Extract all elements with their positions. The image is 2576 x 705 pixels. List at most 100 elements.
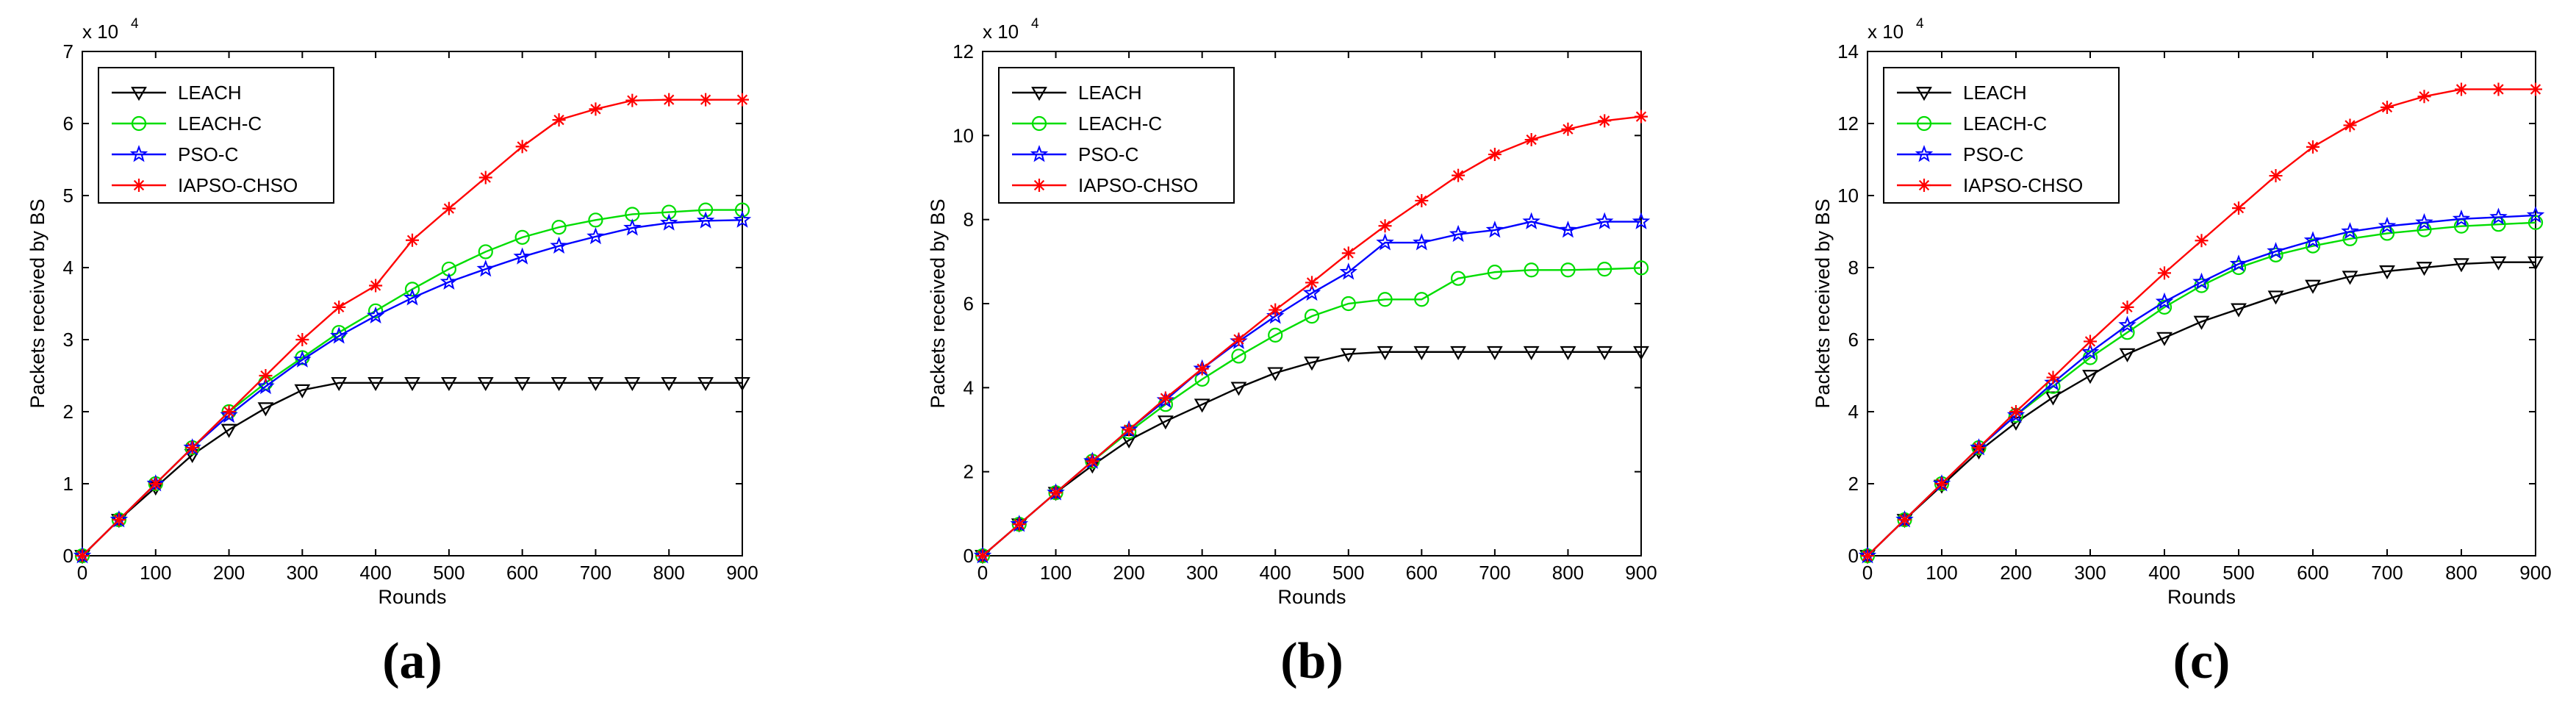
legend-label: LEACH xyxy=(178,82,242,104)
data-point-marker xyxy=(662,93,676,107)
y-tick-label: 2 xyxy=(964,461,974,483)
data-point-marker xyxy=(2378,216,2397,235)
data-point-marker xyxy=(404,282,420,297)
data-point-marker xyxy=(1452,168,1465,182)
data-point-marker xyxy=(1559,221,1577,238)
data-point-marker xyxy=(76,549,89,562)
data-point-marker xyxy=(294,384,311,398)
legend-swatch-marker xyxy=(1916,87,1932,101)
data-point-marker xyxy=(185,441,199,454)
data-point-marker xyxy=(1898,513,1912,526)
legend-swatch-marker xyxy=(1031,87,1047,101)
legend-label: IAPSO-CHSO xyxy=(178,174,298,196)
data-point-marker xyxy=(404,376,420,392)
data-point-marker xyxy=(1524,262,1539,278)
x-tick-label: 900 xyxy=(2519,562,2551,584)
y-tick-label: 2 xyxy=(1848,473,1859,495)
x-tick-label: 400 xyxy=(1260,562,1291,584)
data-point-marker xyxy=(1012,518,1026,532)
data-point-marker xyxy=(1378,219,1392,233)
series-line xyxy=(982,267,1642,557)
legend: LEACH LEACH-C PSO-C IAPSO-CHSO xyxy=(98,67,334,204)
data-point-marker xyxy=(976,549,989,562)
y-tick-label: 3 xyxy=(63,329,73,351)
data-point-marker xyxy=(1194,398,1210,413)
data-point-marker xyxy=(366,306,385,324)
y-tick-label: 6 xyxy=(1848,329,1859,351)
data-point-marker xyxy=(2155,292,2174,309)
y-tick-label: 1 xyxy=(63,473,73,495)
data-point-marker xyxy=(2006,406,2026,423)
data-point-marker xyxy=(1157,415,1174,430)
legend-label: LEACH-C xyxy=(178,112,262,135)
data-point-marker xyxy=(625,93,639,107)
data-point-marker xyxy=(623,218,642,236)
data-point-marker xyxy=(696,211,715,229)
data-point-marker xyxy=(2305,238,2321,254)
x-tick-label: 900 xyxy=(1625,562,1657,584)
y-tick-label: 10 xyxy=(952,124,974,146)
data-point-marker xyxy=(1339,262,1358,280)
data-point-marker xyxy=(1304,357,1320,371)
legend-label: LEACH xyxy=(1963,82,2027,104)
data-point-marker xyxy=(367,376,384,392)
data-point-marker xyxy=(1486,346,1503,360)
x-tick-label: 300 xyxy=(1186,562,1218,584)
data-point-marker xyxy=(661,204,677,220)
panel-label: (c) xyxy=(2173,633,2231,690)
x-tick-label: 0 xyxy=(977,562,988,584)
y-tick-label: 14 xyxy=(1837,40,1859,62)
series-pso-c xyxy=(973,212,1651,564)
x-tick-label: 600 xyxy=(1406,562,1438,584)
data-point-marker xyxy=(2082,370,2098,384)
y-tick-label: 7 xyxy=(63,40,73,62)
x-tick-label: 200 xyxy=(1113,562,1144,584)
y-axis-label: Packets received by BS xyxy=(927,198,949,408)
data-point-marker xyxy=(2306,140,2320,154)
legend-swatch-marker xyxy=(131,115,147,132)
x-tick-label: 300 xyxy=(2074,562,2106,584)
data-point-marker xyxy=(220,406,238,423)
data-point-marker xyxy=(476,260,495,277)
data-point-marker xyxy=(148,477,162,490)
data-point-marker xyxy=(331,376,348,392)
data-point-marker xyxy=(259,369,273,382)
legend-label: IAPSO-CHSO xyxy=(1963,174,2083,196)
legend: LEACH LEACH-C PSO-C IAPSO-CHSO xyxy=(1883,67,2120,204)
data-point-marker xyxy=(550,236,568,254)
data-point-marker xyxy=(514,376,531,392)
data-point-marker xyxy=(2267,290,2284,305)
data-point-marker xyxy=(1414,292,1429,307)
data-point-marker xyxy=(2343,118,2357,132)
data-point-marker xyxy=(1086,454,1099,468)
data-point-marker xyxy=(1267,367,1284,382)
data-point-marker xyxy=(589,102,603,116)
series-iapso-chso xyxy=(976,110,1648,562)
data-point-marker xyxy=(2529,82,2542,96)
data-point-marker xyxy=(2489,207,2508,225)
data-point-marker xyxy=(256,376,275,395)
data-point-marker xyxy=(295,333,309,346)
y-tick-label: 2 xyxy=(63,401,73,423)
data-point-marker xyxy=(2192,272,2211,290)
data-point-marker xyxy=(1195,362,1209,376)
data-point-marker xyxy=(2084,334,2097,348)
data-point-marker xyxy=(1341,296,1356,312)
data-point-marker xyxy=(440,376,457,392)
data-point-marker xyxy=(2416,262,2433,276)
data-point-marker xyxy=(1413,233,1431,251)
data-point-marker xyxy=(1377,292,1393,307)
data-point-marker xyxy=(697,376,714,392)
data-point-marker xyxy=(659,213,678,231)
data-point-marker xyxy=(403,288,422,306)
data-point-marker xyxy=(588,212,603,228)
y-axis-label: Packets received by BS xyxy=(1812,198,1834,408)
x-tick-label: 600 xyxy=(2297,562,2328,584)
x-axis-label: Rounds xyxy=(1277,586,1346,608)
data-point-marker xyxy=(477,376,494,392)
x-tick-label: 500 xyxy=(433,562,464,584)
legend-swatch-marker xyxy=(1033,179,1046,192)
panel-label: (b) xyxy=(1280,633,1343,690)
x-tick-label: 200 xyxy=(2000,562,2031,584)
data-point-marker xyxy=(1560,346,1576,360)
